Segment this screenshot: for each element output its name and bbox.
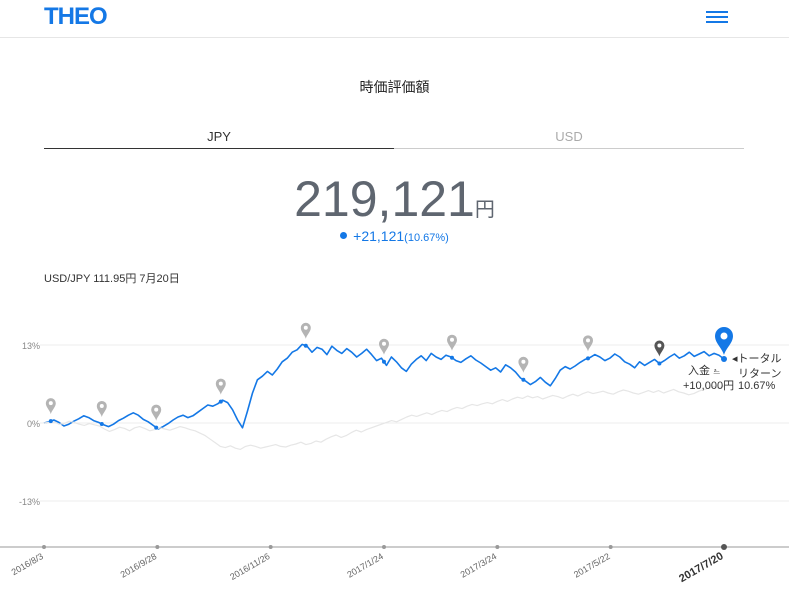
map-pin-icon (518, 356, 529, 373)
x-tick-dot (268, 545, 273, 549)
y-tick-label: 0% (27, 419, 40, 429)
x-tick-dot (495, 545, 500, 549)
tab-usd[interactable]: USD (555, 129, 583, 144)
deposit-point (657, 361, 662, 366)
deposit-amount: +10,000円 (683, 380, 735, 392)
map-pin-center (521, 359, 526, 364)
deposit-point (303, 343, 308, 348)
deposit-icon: ⎁ (713, 366, 721, 376)
total-return-label-1: ◂トータル (732, 353, 782, 365)
page-title: 時価評価額 (359, 79, 430, 95)
hamburger-menu-icon[interactable] (706, 9, 728, 23)
map-pin-icon (447, 334, 457, 351)
y-tick-label: 13% (22, 341, 40, 351)
deposit-point (154, 425, 159, 430)
theo-logo[interactable]: THEO (44, 3, 108, 30)
x-tick-label: 2017/5/22 (572, 551, 612, 580)
deposit-label: 入金 ⎁ (688, 365, 721, 377)
map-pin-icon (45, 398, 56, 415)
x-tick-label: 2016/9/28 (119, 551, 159, 580)
map-pin-icon (300, 322, 311, 339)
deposit-point (48, 419, 53, 424)
x-tick-label: 2017/7/20 (677, 550, 725, 585)
exchange-rate: USD/JPY 111.95円 7月20日 (44, 273, 180, 285)
total-return-label-2: リターン (738, 368, 782, 380)
deposit-point (99, 421, 104, 426)
current-pin-center (720, 332, 728, 340)
x-tick-label: 2017/1/24 (345, 551, 385, 580)
x-tick-label: 2016/8/3 (10, 551, 45, 577)
change-dot-icon (340, 231, 348, 239)
valuation-amount: 219,121円 (0, 170, 789, 228)
map-pin-center (218, 381, 223, 386)
y-tick-label: -13% (19, 497, 40, 507)
map-pin-icon (654, 340, 665, 357)
x-tick-label: 2016/11/26 (228, 551, 271, 582)
deposit-point (450, 355, 454, 360)
map-pin-icon (215, 378, 226, 395)
map-pin-center (154, 407, 159, 412)
deposit-point (521, 377, 526, 382)
map-pin-icon (151, 404, 162, 421)
x-tick-dot (42, 545, 46, 549)
map-pin-icon (379, 338, 389, 355)
deposit-point (586, 356, 590, 361)
tab-divider (394, 148, 744, 149)
total-return-value: 10.67% (738, 380, 776, 392)
map-pin-center (586, 338, 590, 343)
x-tick-dot (608, 545, 613, 549)
change-percent: (10.67%) (404, 232, 449, 244)
valuation-change: +21,121(10.67%) (0, 228, 789, 244)
tab-jpy[interactable]: JPY (207, 129, 231, 144)
map-pin-center (382, 341, 386, 346)
map-pin-center (450, 337, 454, 342)
x-tick-dot (155, 545, 160, 549)
benchmark-line (43, 385, 725, 450)
x-tick-dot (382, 545, 386, 549)
deposit-point (382, 359, 386, 364)
current-point (721, 355, 727, 362)
map-pin-icon (96, 400, 107, 417)
x-tick-label: 2017/3/24 (459, 551, 499, 580)
map-pin-center (48, 401, 53, 406)
active-tab-underline (44, 148, 394, 149)
deposit-point (218, 399, 223, 404)
top-header: THEO (0, 0, 789, 38)
current-location-pin-icon (715, 326, 733, 355)
valuation-number: 219,121 (294, 171, 475, 227)
change-amount: +21,121 (353, 228, 405, 244)
x-tick-dot (721, 544, 727, 550)
map-pin-center (657, 343, 662, 348)
map-pin-center (99, 403, 104, 408)
portfolio-line (43, 343, 725, 430)
map-pin-icon (583, 335, 593, 352)
currency-unit: 円 (474, 199, 495, 221)
map-pin-center (303, 325, 308, 330)
